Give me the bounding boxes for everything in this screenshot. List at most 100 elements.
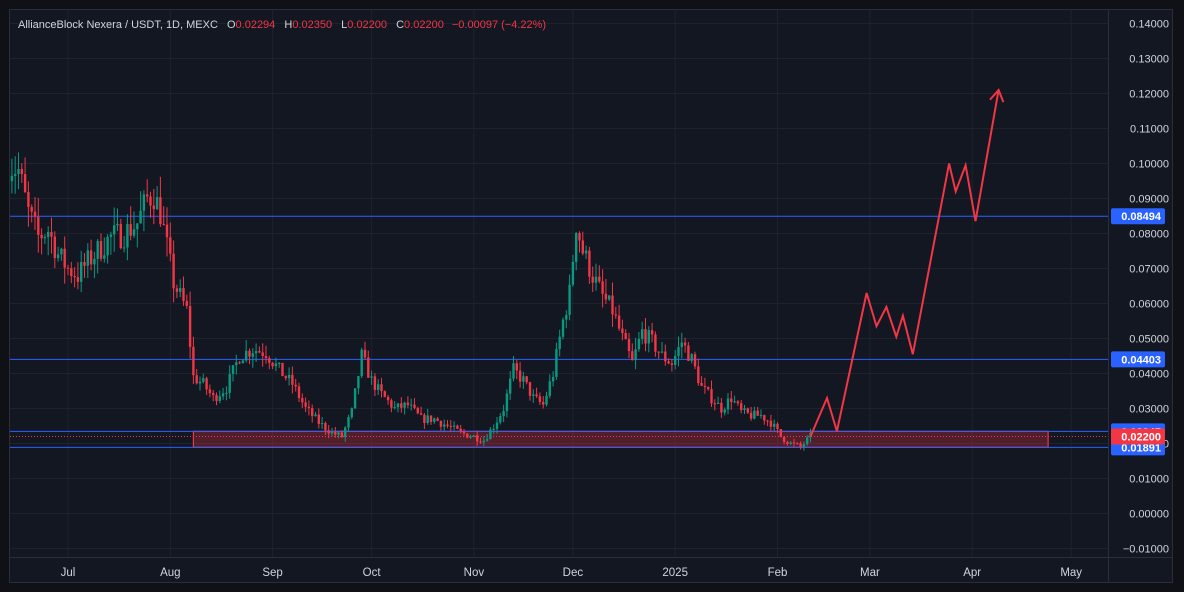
- candle-body: [578, 233, 581, 241]
- candle-body: [89, 250, 93, 265]
- candle-body: [713, 403, 716, 405]
- candle-down: [301, 393, 304, 409]
- candle-down: [779, 429, 782, 438]
- candle-body: [726, 398, 730, 410]
- candle-body: [109, 234, 113, 237]
- y-tick-label: 0.04000: [1129, 369, 1169, 381]
- candle-body: [532, 394, 535, 396]
- candle-up: [344, 426, 347, 442]
- candle-down: [769, 414, 773, 432]
- candle-body: [588, 250, 591, 277]
- candle-body: [687, 345, 690, 361]
- close-label: C: [396, 19, 405, 31]
- candle-body: [608, 295, 611, 300]
- candle-body: [132, 229, 136, 236]
- candle-body: [581, 240, 584, 254]
- candle-body: [518, 370, 522, 382]
- candle-down: [581, 231, 584, 256]
- candle-body: [340, 432, 344, 438]
- price-axis[interactable]: 0.14000 0.13000 0.12000 0.11000 0.10000 0.090…: [1108, 10, 1172, 557]
- candle-down: [713, 399, 716, 411]
- candle-down: [700, 376, 703, 387]
- candle-body: [703, 385, 707, 388]
- candle-down: [598, 265, 601, 284]
- candle-down: [30, 204, 33, 223]
- candle-down: [146, 179, 149, 203]
- candle-up: [403, 401, 406, 415]
- candle-body: [344, 427, 347, 438]
- candle-down: [175, 284, 179, 299]
- candle-down: [367, 350, 370, 378]
- candle-body: [782, 436, 786, 442]
- candle-body: [73, 276, 76, 278]
- candle-body: [621, 328, 624, 334]
- candle-body: [30, 206, 33, 212]
- candle-body: [245, 350, 248, 361]
- candle-down: [611, 282, 614, 327]
- candle-body: [212, 393, 215, 396]
- candle-up: [789, 441, 792, 446]
- candle-body: [60, 248, 63, 255]
- candle-body: [776, 423, 779, 430]
- candle-body: [406, 402, 410, 405]
- last-price-badge: [1111, 428, 1165, 445]
- candle-body: [47, 232, 50, 238]
- candle-body: [594, 276, 598, 283]
- candle-body: [235, 362, 238, 366]
- candle-up: [532, 389, 535, 403]
- candle-body: [311, 408, 314, 417]
- low-label: L: [341, 19, 348, 31]
- candle-up: [179, 279, 182, 298]
- x-tick-label: Sep: [262, 567, 282, 579]
- price-axis-svg: 0.14000 0.13000 0.12000 0.11000 0.10000 0.090…: [1111, 19, 1169, 556]
- candle-down: [23, 157, 27, 194]
- candle-up: [43, 234, 47, 244]
- candle-body: [307, 406, 311, 409]
- plot-area[interactable]: AllianceBlock Nexera / USDT, 1D, MEXC O0…: [10, 10, 1108, 557]
- x-tick-label: Feb: [768, 567, 788, 579]
- candle-down: [710, 380, 713, 408]
- candle-body: [485, 439, 489, 441]
- candle-up: [287, 367, 291, 386]
- candle-up: [218, 390, 221, 404]
- candle-down: [149, 191, 152, 218]
- candle-down: [188, 291, 192, 359]
- candle-down: [664, 344, 667, 366]
- candle-up: [568, 274, 571, 321]
- candle-body: [317, 414, 320, 424]
- candle-up: [106, 234, 109, 264]
- candle-down: [525, 375, 528, 385]
- candle-down: [390, 398, 393, 413]
- y-tick-label: 0.05000: [1129, 334, 1169, 346]
- candle-body: [631, 351, 634, 361]
- candle-body: [169, 237, 172, 254]
- level-badge: [1111, 208, 1165, 225]
- candle-down: [439, 420, 443, 431]
- candle-down: [670, 358, 674, 372]
- candle-body: [386, 396, 390, 401]
- candle-body: [482, 440, 485, 443]
- price-chart[interactable]: [10, 10, 1108, 557]
- candle-body: [456, 425, 459, 429]
- candle-body: [99, 241, 103, 259]
- time-axis[interactable]: Jul Aug Sep Oct Nov Dec 2025 Feb Mar Apr May: [10, 557, 1108, 582]
- candle-body: [799, 443, 802, 447]
- candle-up: [228, 365, 231, 399]
- candle-down: [604, 278, 608, 304]
- candle-up: [647, 326, 650, 353]
- y-tick-label: −0.01000: [1123, 544, 1169, 556]
- candle-body: [146, 194, 149, 197]
- candle-body: [459, 428, 462, 432]
- candle-down: [192, 336, 195, 385]
- candle-up: [558, 329, 561, 357]
- candle-body: [215, 395, 218, 401]
- candle-down: [89, 239, 93, 271]
- candle-body: [284, 376, 287, 379]
- candle-down: [693, 351, 697, 370]
- candle-body: [218, 396, 221, 401]
- support-zone-box: [192, 430, 1049, 448]
- chart-frame: AllianceBlock Nexera / USDT, 1D, MEXC O0…: [9, 9, 1173, 583]
- symbol-title[interactable]: AllianceBlock Nexera / USDT, 1D, MEXC: [18, 19, 218, 31]
- candle-up: [231, 364, 235, 382]
- x-tick-label: Aug: [160, 567, 180, 579]
